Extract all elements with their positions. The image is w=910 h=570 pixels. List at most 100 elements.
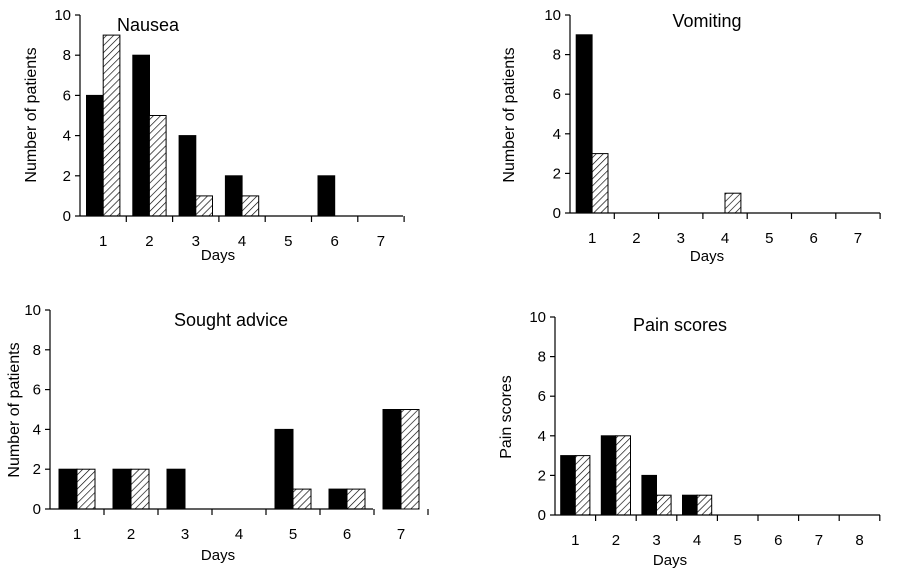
x-tick-label: 5 <box>765 230 773 247</box>
bar-solid-2 <box>132 54 151 217</box>
x-tick-label: 3 <box>192 233 200 250</box>
bar-hatched-3 <box>656 494 672 516</box>
bar-hatched-4 <box>241 195 260 217</box>
y-tick-label: 8 <box>553 47 561 64</box>
bar-hatched-6 <box>346 488 366 510</box>
bar-solid-4 <box>224 175 243 217</box>
y-tick-label: 0 <box>538 507 546 524</box>
bar-solid-6 <box>317 175 336 217</box>
y-axis-label: Pain scores <box>498 375 515 459</box>
y-axis-label: Number of patients <box>6 342 23 477</box>
y-tick-label: 8 <box>33 342 41 359</box>
bar-solid-2 <box>112 468 132 510</box>
bar-solid-2 <box>600 435 617 516</box>
bar-hatched-4 <box>696 494 713 516</box>
x-tick-label: 7 <box>377 233 385 250</box>
y-tick-label: 4 <box>538 428 546 445</box>
y-tick-label: 0 <box>33 501 41 518</box>
bar-hatched-4 <box>724 192 742 214</box>
bar-hatched-7 <box>400 409 420 510</box>
y-tick-label: 4 <box>553 126 561 143</box>
bar-solid-7 <box>382 409 402 510</box>
y-axis-label: Number of patients <box>23 47 40 182</box>
bar-hatched-1 <box>76 468 96 510</box>
x-tick-label: 5 <box>284 233 292 250</box>
y-tick-label: 2 <box>33 461 41 478</box>
chart-title: Sought advice <box>174 310 288 330</box>
y-tick-label: 6 <box>553 86 561 103</box>
chart-panel-sought-advice: Sought advice Number of patients Days 0 2… <box>6 302 429 564</box>
y-tick-label: 10 <box>529 309 546 326</box>
bar-hatched-1 <box>574 455 591 516</box>
x-tick-label: 7 <box>815 532 823 549</box>
y-tick-label: 2 <box>63 168 71 185</box>
x-tick-label: 1 <box>73 526 81 543</box>
y-tick-label: 0 <box>63 208 71 225</box>
bar-solid-3 <box>641 474 658 516</box>
x-tick-label: 1 <box>588 230 596 247</box>
x-tick-label: 4 <box>235 526 243 543</box>
y-tick-label: 10 <box>544 7 561 24</box>
x-tick-label: 2 <box>127 526 135 543</box>
x-axis-label: Days <box>690 248 724 265</box>
x-tick-label: 4 <box>693 532 701 549</box>
bar-solid-6 <box>328 488 348 510</box>
x-tick-label: 7 <box>854 230 862 247</box>
bar-hatched-5 <box>292 488 312 510</box>
x-tick-label: 4 <box>238 233 246 250</box>
x-tick-label: 6 <box>343 526 351 543</box>
y-tick-label: 8 <box>538 349 546 366</box>
y-axis-label: Number of patients <box>501 47 518 182</box>
x-axis-label: Days <box>201 247 235 264</box>
y-tick-label: 2 <box>538 467 546 484</box>
bar-hatched-1 <box>102 34 121 217</box>
bar-solid-3 <box>166 468 186 510</box>
y-tick-label: 4 <box>63 128 71 145</box>
y-tick-label: 4 <box>33 421 41 438</box>
x-tick-label: 6 <box>330 233 338 250</box>
x-tick-label: 5 <box>734 532 742 549</box>
x-tick-label: 3 <box>652 532 660 549</box>
y-tick-label: 10 <box>54 7 71 24</box>
chart-title: Pain scores <box>633 315 727 335</box>
bar-solid-4 <box>682 494 698 516</box>
y-tick-label: 6 <box>33 382 41 399</box>
bar-solid-1 <box>560 455 576 516</box>
x-tick-label: 7 <box>397 526 405 543</box>
bar-hatched-2 <box>148 115 167 217</box>
x-tick-label: 6 <box>809 230 817 247</box>
x-tick-label: 8 <box>855 532 863 549</box>
y-tick-label: 6 <box>63 87 71 104</box>
x-axis-label: Days <box>653 552 687 569</box>
bar-hatched-3 <box>195 195 214 217</box>
y-tick-label: 0 <box>553 205 561 222</box>
bar-hatched-2 <box>615 435 632 516</box>
x-tick-label: 1 <box>571 532 579 549</box>
x-tick-label: 3 <box>677 230 685 247</box>
x-axis-label: Days <box>201 547 235 564</box>
chart-panel-vomiting: Vomiting Number of patients Days 0 2 4 6 8 10… <box>501 7 881 265</box>
bar-hatched-1 <box>591 153 609 214</box>
chart-title: Nausea <box>117 15 180 35</box>
x-tick-label: 6 <box>774 532 782 549</box>
y-tick-label: 6 <box>538 388 546 405</box>
y-tick-label: 8 <box>63 47 71 64</box>
x-tick-label: 1 <box>99 233 107 250</box>
bar-solid-1 <box>58 468 78 510</box>
x-tick-label: 2 <box>612 532 620 549</box>
x-tick-label: 2 <box>632 230 640 247</box>
x-tick-label: 5 <box>289 526 297 543</box>
bar-solid-1 <box>86 94 104 217</box>
x-tick-label: 2 <box>145 233 153 250</box>
x-tick-label: 3 <box>181 526 189 543</box>
bar-solid-5 <box>274 428 294 510</box>
y-tick-label: 2 <box>553 165 561 182</box>
bar-hatched-2 <box>130 468 150 510</box>
bar-solid-3 <box>178 135 197 217</box>
chart-title: Vomiting <box>672 11 741 31</box>
y-tick-label: 10 <box>24 302 41 319</box>
bar-solid-1 <box>575 34 593 214</box>
